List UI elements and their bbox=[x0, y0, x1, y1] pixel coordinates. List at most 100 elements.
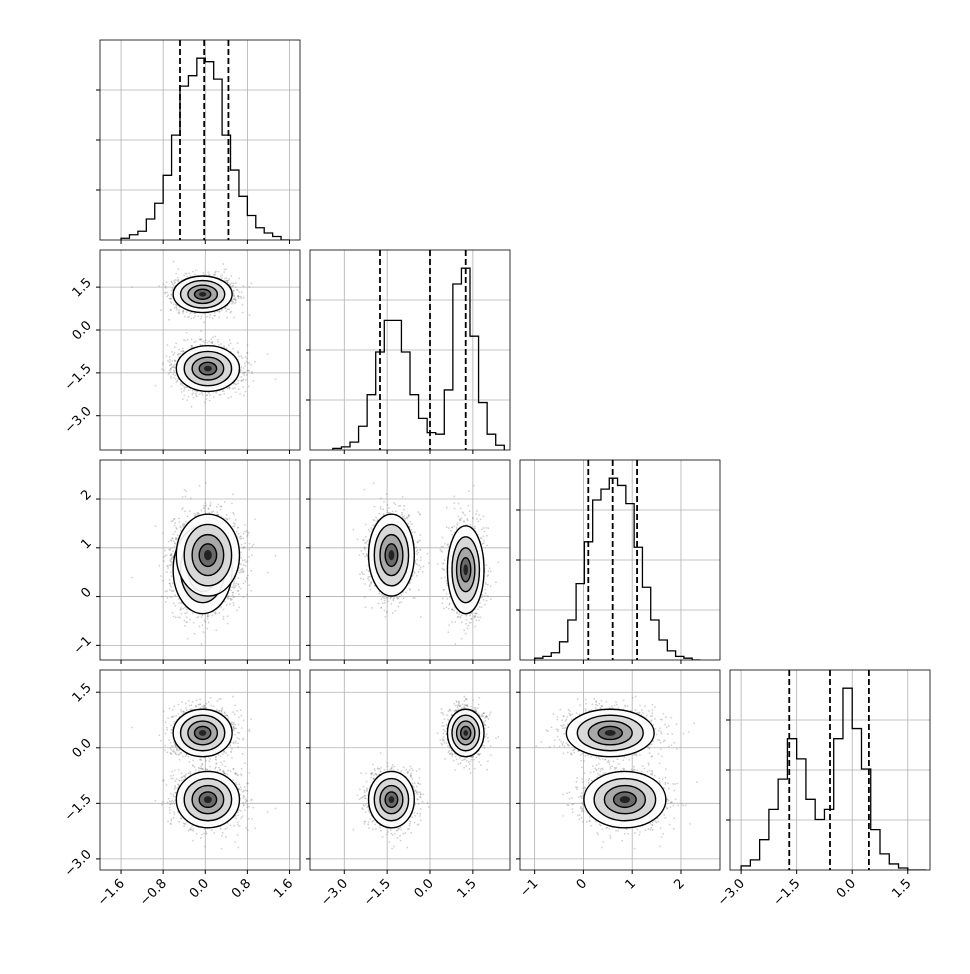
sample-point bbox=[233, 317, 235, 319]
sample-point bbox=[177, 279, 179, 281]
sample-point bbox=[233, 290, 235, 292]
sample-point bbox=[166, 355, 168, 357]
sample-point bbox=[170, 596, 172, 598]
sample-point bbox=[196, 617, 198, 619]
sample-point bbox=[155, 385, 157, 387]
sample-point bbox=[214, 315, 216, 317]
sample-point bbox=[201, 643, 203, 645]
sample-point bbox=[205, 340, 207, 342]
sample-point bbox=[166, 281, 168, 283]
sample-point bbox=[174, 594, 176, 596]
sample-point bbox=[208, 512, 210, 514]
sample-point bbox=[170, 301, 172, 303]
sample-point bbox=[246, 594, 248, 596]
sample-point bbox=[176, 307, 178, 309]
sample-point bbox=[173, 377, 175, 379]
sample-point bbox=[244, 524, 246, 526]
sample-point bbox=[187, 317, 189, 319]
sample-point bbox=[164, 292, 166, 294]
sample-point bbox=[242, 537, 244, 539]
sample-point bbox=[242, 380, 244, 382]
sample-point bbox=[224, 278, 226, 280]
sample-point bbox=[191, 406, 193, 408]
sample-point bbox=[234, 303, 236, 305]
sample-point bbox=[171, 281, 173, 283]
sample-point bbox=[178, 521, 180, 523]
sample-point bbox=[240, 371, 242, 373]
sample-point bbox=[212, 274, 214, 276]
sample-point bbox=[248, 556, 250, 558]
sample-point bbox=[232, 388, 234, 390]
sample-point bbox=[212, 336, 214, 338]
sample-point bbox=[230, 275, 232, 277]
sample-point bbox=[213, 396, 215, 398]
sample-point bbox=[178, 268, 180, 270]
sample-point bbox=[200, 318, 202, 320]
sample-point bbox=[242, 386, 244, 388]
sample-point bbox=[169, 298, 171, 300]
sample-point bbox=[206, 628, 208, 630]
sample-point bbox=[242, 596, 244, 598]
sample-point bbox=[202, 394, 204, 396]
sample-point bbox=[169, 361, 171, 363]
sample-point bbox=[207, 618, 209, 620]
sample-point bbox=[252, 544, 254, 546]
sample-point bbox=[172, 283, 174, 285]
sample-point bbox=[225, 310, 227, 312]
panel-1-1 bbox=[306, 250, 510, 454]
sample-point bbox=[229, 284, 231, 286]
sample-point bbox=[218, 311, 220, 313]
sample-point bbox=[245, 580, 247, 582]
sample-point bbox=[192, 390, 194, 392]
sample-point bbox=[161, 368, 163, 370]
sample-point bbox=[226, 347, 228, 349]
sample-point bbox=[175, 378, 177, 380]
sample-point bbox=[182, 312, 184, 314]
sample-point bbox=[235, 585, 237, 587]
y-tick-label: −1.5 bbox=[62, 361, 95, 394]
sample-point bbox=[174, 307, 176, 309]
sample-point bbox=[244, 559, 246, 561]
sample-point bbox=[254, 361, 256, 363]
sample-point bbox=[251, 373, 253, 375]
sample-point bbox=[170, 548, 172, 550]
sample-point bbox=[238, 356, 240, 358]
contour-level bbox=[199, 292, 206, 297]
sample-point bbox=[240, 563, 242, 565]
sample-point bbox=[173, 540, 175, 542]
sample-point bbox=[165, 287, 167, 289]
sample-point bbox=[222, 263, 224, 265]
sample-point bbox=[201, 338, 203, 340]
sample-point bbox=[246, 374, 248, 376]
sample-point bbox=[178, 518, 180, 520]
sample-point bbox=[184, 316, 186, 318]
sample-point bbox=[180, 382, 182, 384]
sample-point bbox=[217, 341, 219, 343]
sample-point bbox=[240, 551, 242, 553]
sample-point bbox=[191, 318, 193, 320]
sample-point bbox=[195, 269, 197, 271]
sample-point bbox=[210, 502, 212, 504]
histogram-line bbox=[333, 268, 504, 450]
sample-point bbox=[174, 525, 176, 527]
sample-point bbox=[198, 626, 200, 628]
sample-point bbox=[169, 365, 171, 367]
sample-point bbox=[230, 396, 232, 398]
sample-point bbox=[206, 398, 208, 400]
sample-point bbox=[240, 355, 242, 357]
sample-point bbox=[173, 261, 175, 263]
panel-content bbox=[100, 250, 300, 450]
sample-point bbox=[228, 344, 230, 346]
sample-point bbox=[205, 505, 207, 507]
sample-point bbox=[208, 340, 210, 342]
sample-point bbox=[238, 297, 240, 299]
sample-point bbox=[231, 303, 233, 305]
sample-point bbox=[186, 608, 188, 610]
sample-point bbox=[182, 398, 184, 400]
sample-point bbox=[184, 607, 186, 609]
sample-point bbox=[215, 271, 217, 273]
sample-point bbox=[192, 271, 194, 273]
sample-point bbox=[170, 376, 172, 378]
sample-point bbox=[182, 350, 184, 352]
